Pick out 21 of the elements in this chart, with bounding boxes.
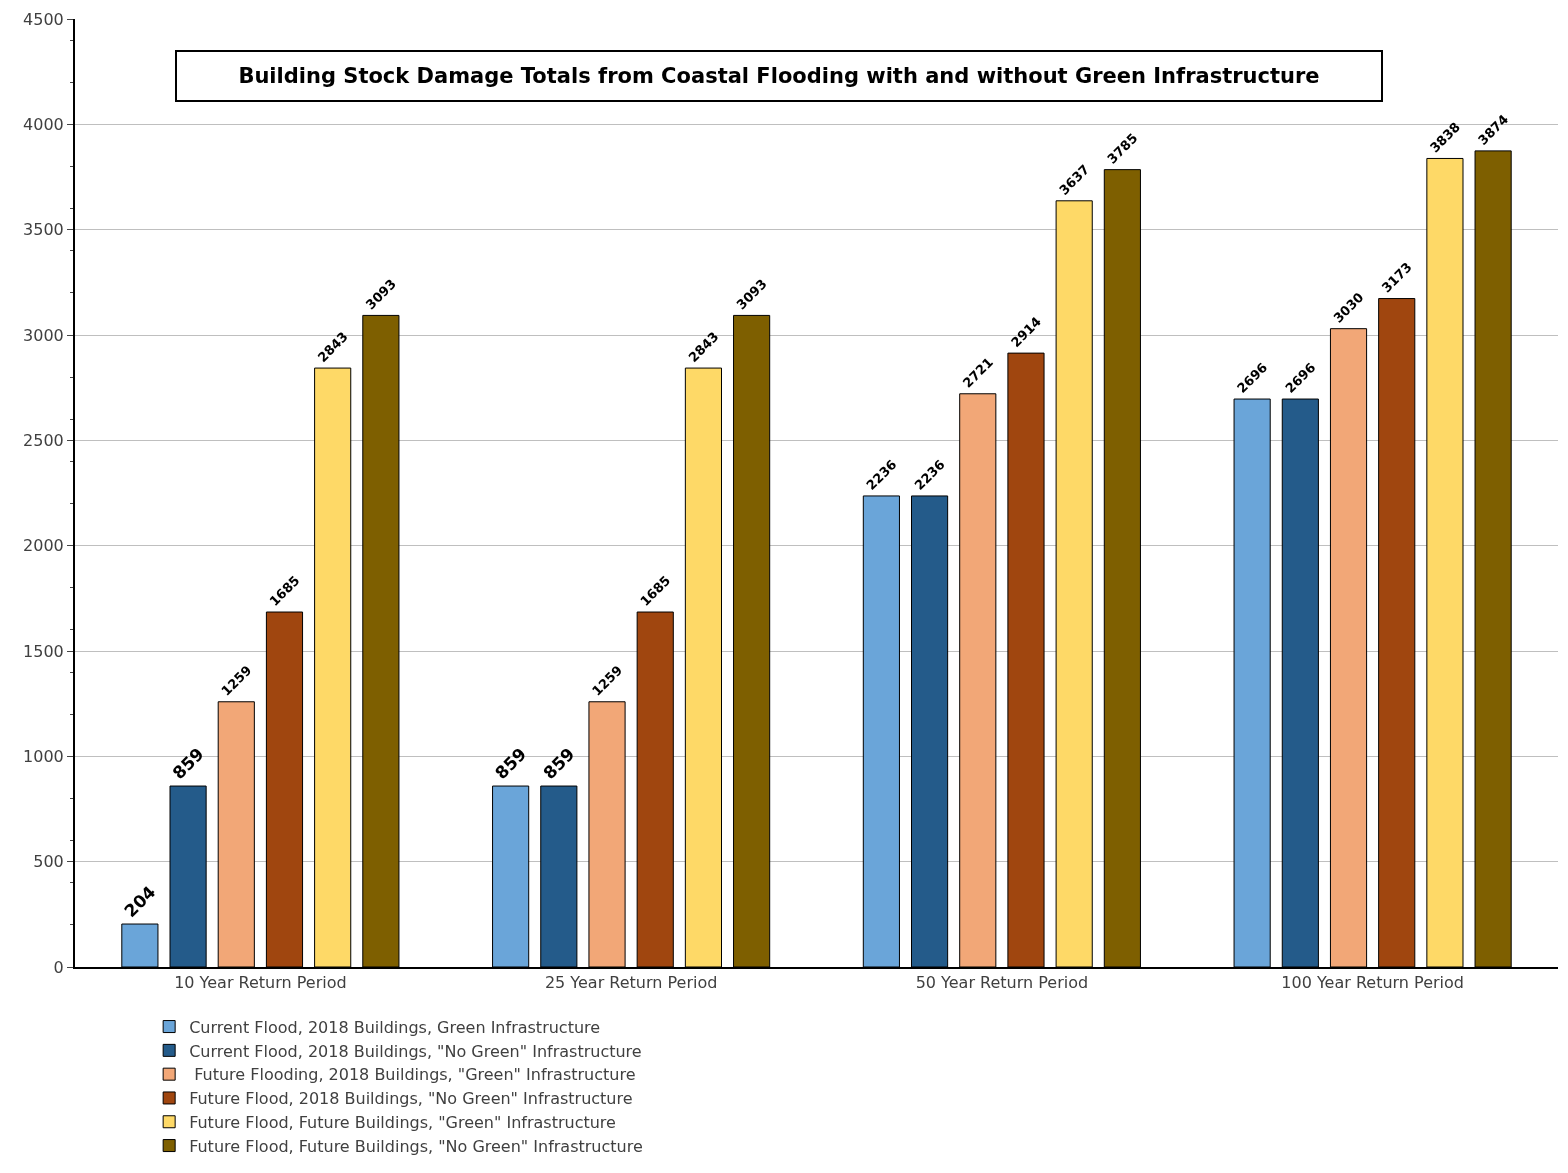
y-tick-label: 500 — [33, 852, 64, 872]
legend-label: Future Flooding, 2018 Buildings, "Green" Infrastructure — [189, 1065, 636, 1085]
y-tick-label: 2500 — [23, 430, 64, 450]
y-tick-label: 0 — [53, 957, 64, 977]
y-tick-label: 4500 — [23, 9, 64, 29]
text: Building Stock Damage Totals from Coastal Flooding with and without Green Infrastructure — [238, 64, 1320, 88]
legend-label: Current Flood, 2018 Buildings, Green Infrastructure — [189, 1017, 601, 1037]
x-tick-label: 50 Year Return Period — [915, 973, 1089, 993]
legend-label: Future Flood, Future Buildings, "Green" Infrastructure — [189, 1113, 616, 1132]
x-tick-label: 25 Year Return Period — [544, 973, 718, 993]
y-tick-label: 1000 — [23, 746, 64, 766]
legend-label: Future Flood, 2018 Buildings, "No Green" Infrastructure — [189, 1089, 633, 1109]
x-tick-label: 100 Year Return Period — [1281, 973, 1464, 993]
y-tick-label: 3000 — [23, 325, 64, 345]
y-tick-label: 2000 — [23, 536, 64, 556]
legend-label: Future Flood, Future Buildings, "No Green" Infrastructure — [189, 1136, 643, 1156]
y-tick-label: 3500 — [23, 220, 64, 240]
x-tick-label: 10 Year Return Period — [174, 973, 347, 993]
y-tick-label: 1500 — [23, 641, 64, 661]
legend-label: Current Flood, 2018 Buildings, "No Green" Infrastructure — [189, 1041, 642, 1061]
y-tick-label: 4000 — [23, 114, 64, 134]
